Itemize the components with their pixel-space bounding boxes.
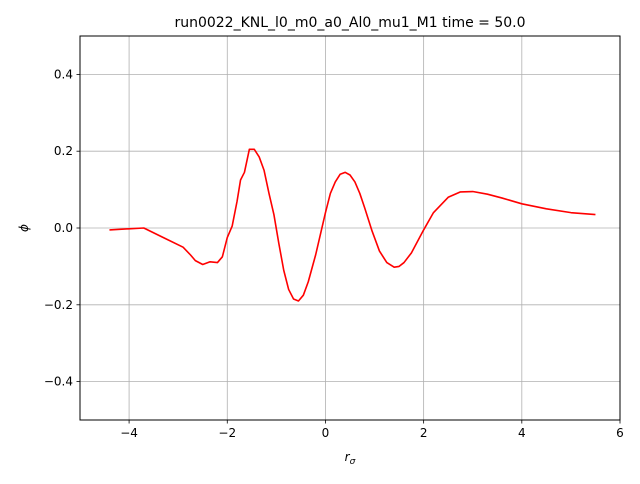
x-axis-label-subscript: σ <box>350 457 356 467</box>
x-tick-label: 4 <box>518 426 526 440</box>
series-group <box>109 148 596 302</box>
y-tick-label: 0.2 <box>54 144 73 158</box>
x-tick-label: −2 <box>218 426 236 440</box>
y-tick-label: −0.2 <box>44 298 73 312</box>
y-tick-label: 0.0 <box>54 221 73 235</box>
x-tick-label: 2 <box>420 426 428 440</box>
x-axis-label-main: r <box>345 450 351 464</box>
y-axis-label: ϕ <box>17 224 31 232</box>
y-tick-label: 0.4 <box>54 67 73 81</box>
x-axis-label: rσ <box>345 450 356 467</box>
x-tick-label: −4 <box>120 426 138 440</box>
axis-ticks: −4 −2 0 2 4 6 −0.4 −0.2 0.0 0.2 0.4 <box>44 67 624 440</box>
x-tick-label: 0 <box>322 426 330 440</box>
series-line-0 <box>109 148 596 302</box>
x-tick-label: 6 <box>616 426 624 440</box>
y-tick-label: −0.4 <box>44 375 73 389</box>
chart-title: run0022_KNL_l0_m0_a0_Al0_mu1_M1 time = 5… <box>174 15 525 31</box>
